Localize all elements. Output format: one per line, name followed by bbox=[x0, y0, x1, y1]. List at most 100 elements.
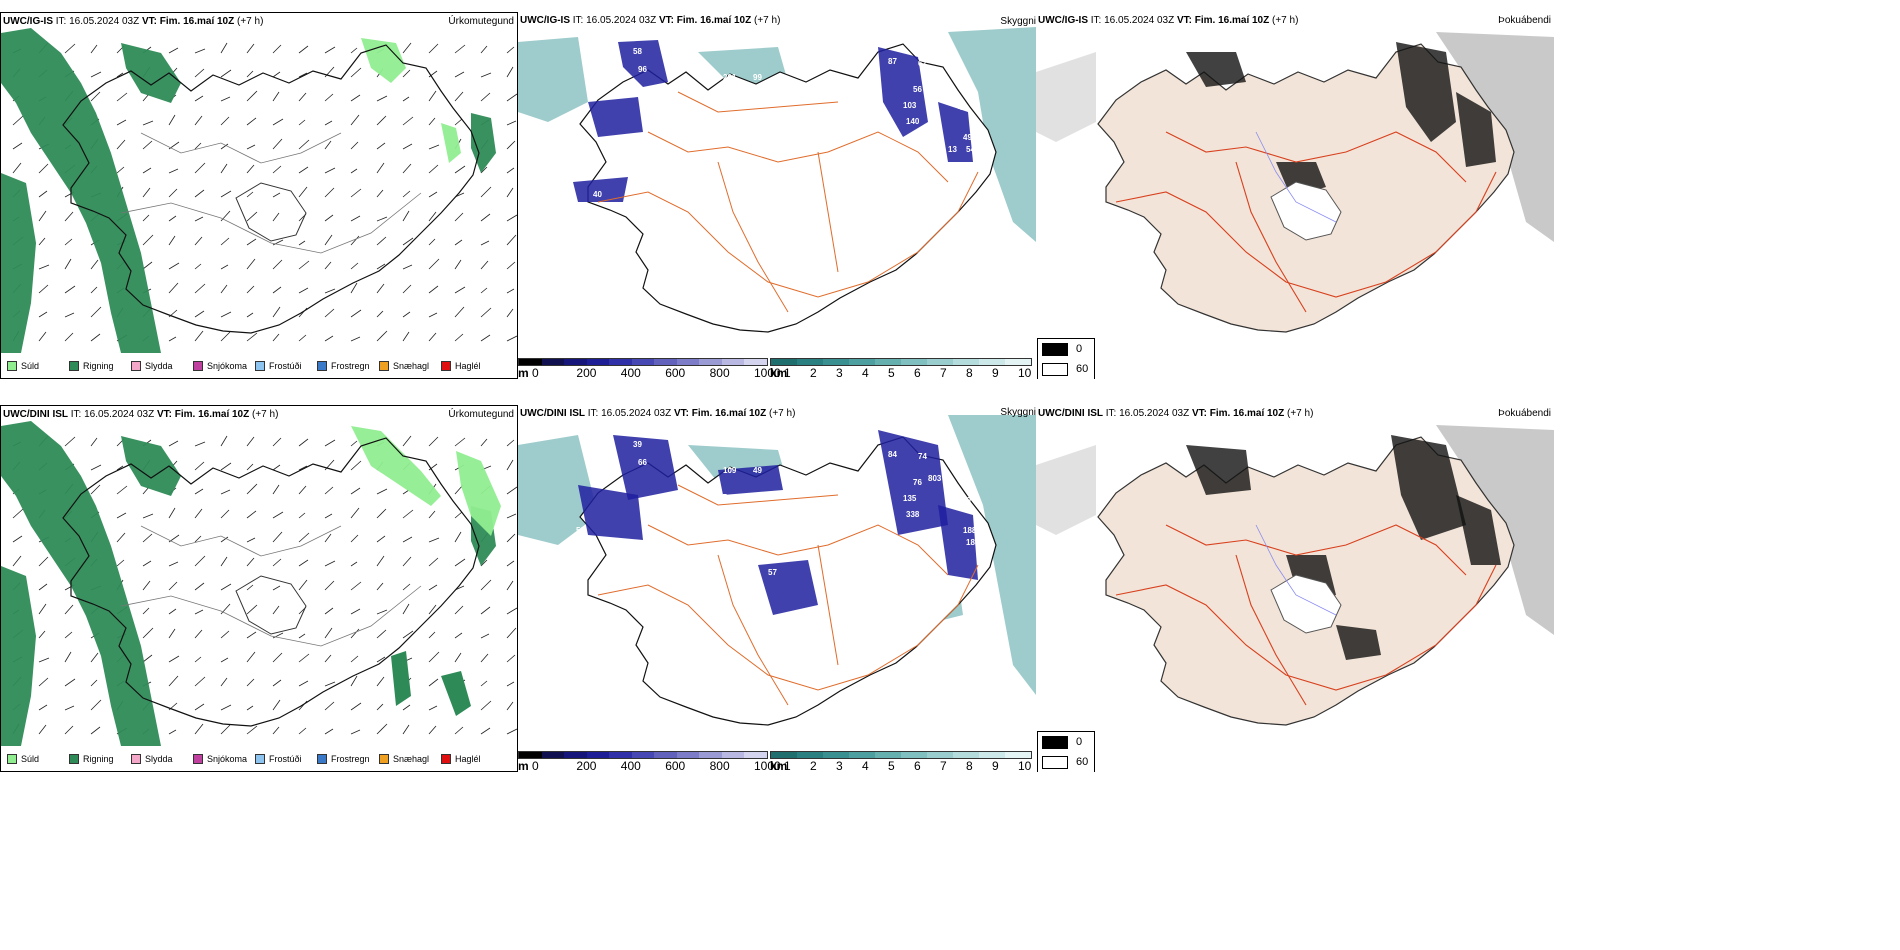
wind-barb bbox=[350, 628, 360, 639]
cloud-base-label: 99 bbox=[753, 73, 762, 82]
wind-barb bbox=[506, 513, 517, 519]
wind-barb bbox=[454, 558, 466, 567]
wind-barb bbox=[454, 239, 463, 246]
wind-barb bbox=[428, 90, 437, 102]
wind-barb bbox=[246, 191, 254, 198]
wind-barb bbox=[324, 261, 332, 270]
wind-barb bbox=[428, 238, 436, 246]
wind-barb bbox=[38, 657, 50, 663]
wind-barb bbox=[454, 118, 463, 126]
wind-barb bbox=[142, 120, 154, 126]
wind-barb bbox=[324, 187, 335, 198]
wind-barb bbox=[220, 704, 232, 711]
colorbar-cell bbox=[744, 752, 768, 758]
colorbar-tick: 800 bbox=[709, 366, 730, 379]
road bbox=[1165, 524, 1467, 576]
river bbox=[1255, 131, 1337, 223]
wind-barb bbox=[246, 436, 255, 447]
wind-barb bbox=[64, 651, 72, 663]
low-visibility-area bbox=[518, 37, 588, 122]
wind-barb bbox=[376, 142, 386, 150]
wind-barb bbox=[194, 629, 203, 639]
wind-barb bbox=[480, 186, 492, 198]
wind-barb bbox=[428, 144, 440, 150]
wind-barb bbox=[272, 437, 282, 447]
product-label: Þokuábendi bbox=[1498, 408, 1551, 419]
legend-item: Haglél bbox=[441, 361, 503, 371]
legend-item: Snjókoma bbox=[193, 361, 255, 371]
wind-barb bbox=[142, 261, 153, 270]
low-cloud-area bbox=[618, 40, 668, 87]
wind-barb bbox=[12, 115, 24, 126]
wind-barb bbox=[194, 95, 204, 102]
wind-barb bbox=[428, 285, 439, 294]
fog-map bbox=[1036, 425, 1554, 726]
fog-legend-swatch bbox=[1042, 362, 1068, 376]
road bbox=[647, 524, 949, 576]
colorbar-unit: km bbox=[770, 366, 788, 379]
road bbox=[817, 151, 839, 273]
fog-legend-swatch bbox=[1042, 755, 1068, 769]
wind-barb bbox=[506, 66, 514, 78]
wind-barb bbox=[324, 214, 334, 222]
river bbox=[1255, 524, 1337, 616]
colorbar-tick: 7 bbox=[940, 366, 947, 379]
colorbar-tick: 0 bbox=[532, 366, 539, 379]
cloud-base-label: 74 bbox=[918, 452, 927, 461]
colorbar-cell bbox=[654, 752, 677, 758]
wind-barb bbox=[376, 703, 384, 711]
wind-barb bbox=[350, 141, 359, 150]
road bbox=[140, 132, 342, 164]
wind-barb bbox=[246, 285, 255, 294]
wind-barb bbox=[298, 465, 308, 471]
wind-barb bbox=[168, 215, 177, 222]
wind-barb bbox=[246, 651, 256, 663]
fog-legend-label: 0 bbox=[1076, 343, 1083, 355]
wind-barb bbox=[142, 214, 150, 222]
legend-item: Frostregn bbox=[317, 361, 379, 371]
colorbar-cell bbox=[744, 359, 768, 365]
wind-barb bbox=[454, 333, 464, 342]
wind-barb bbox=[376, 488, 388, 495]
wind-barb bbox=[142, 167, 152, 174]
wind-barb bbox=[402, 190, 411, 198]
wind-barb bbox=[506, 486, 517, 495]
cloud-base-label: 57 bbox=[718, 493, 727, 502]
wind-barb bbox=[376, 236, 387, 246]
wind-barb bbox=[350, 507, 360, 519]
wind-barb bbox=[38, 284, 49, 294]
wind-barb bbox=[480, 92, 491, 102]
wind-barb bbox=[454, 531, 462, 543]
colorbar-tick: 600 bbox=[665, 759, 686, 772]
legend-label: Snjókoma bbox=[207, 754, 248, 764]
legend-swatch bbox=[69, 754, 79, 764]
wind-barb bbox=[220, 237, 230, 246]
legend-label: Haglél bbox=[455, 754, 481, 764]
wind-barb bbox=[272, 192, 281, 198]
wind-barb bbox=[90, 306, 102, 318]
wind-barb bbox=[376, 629, 387, 639]
wind-barb bbox=[298, 727, 307, 735]
wind-barb bbox=[428, 631, 436, 639]
low-cloud-area bbox=[573, 177, 628, 202]
road bbox=[647, 131, 949, 183]
wind-barb bbox=[90, 259, 99, 270]
wind-barb bbox=[298, 240, 306, 246]
wind-barb bbox=[272, 511, 284, 519]
colorbar-cell bbox=[979, 359, 1005, 365]
fog-legend-label: 60 bbox=[1076, 756, 1089, 768]
wind-barb bbox=[272, 726, 280, 735]
wind-barb bbox=[350, 460, 362, 471]
fog-offshore bbox=[1436, 32, 1554, 242]
cloud-base-label: 58 bbox=[633, 47, 642, 56]
wind-barb bbox=[428, 678, 439, 687]
colorbar-tick: 10 bbox=[1018, 366, 1032, 379]
wind-barb bbox=[220, 509, 230, 519]
colorbar-tick: 10 bbox=[1018, 759, 1032, 772]
cloud-base-label: 87 bbox=[888, 57, 897, 66]
wind-barb bbox=[480, 438, 488, 447]
wind-barb bbox=[194, 48, 206, 54]
wind-barb bbox=[324, 120, 333, 126]
wind-barb bbox=[428, 164, 439, 174]
